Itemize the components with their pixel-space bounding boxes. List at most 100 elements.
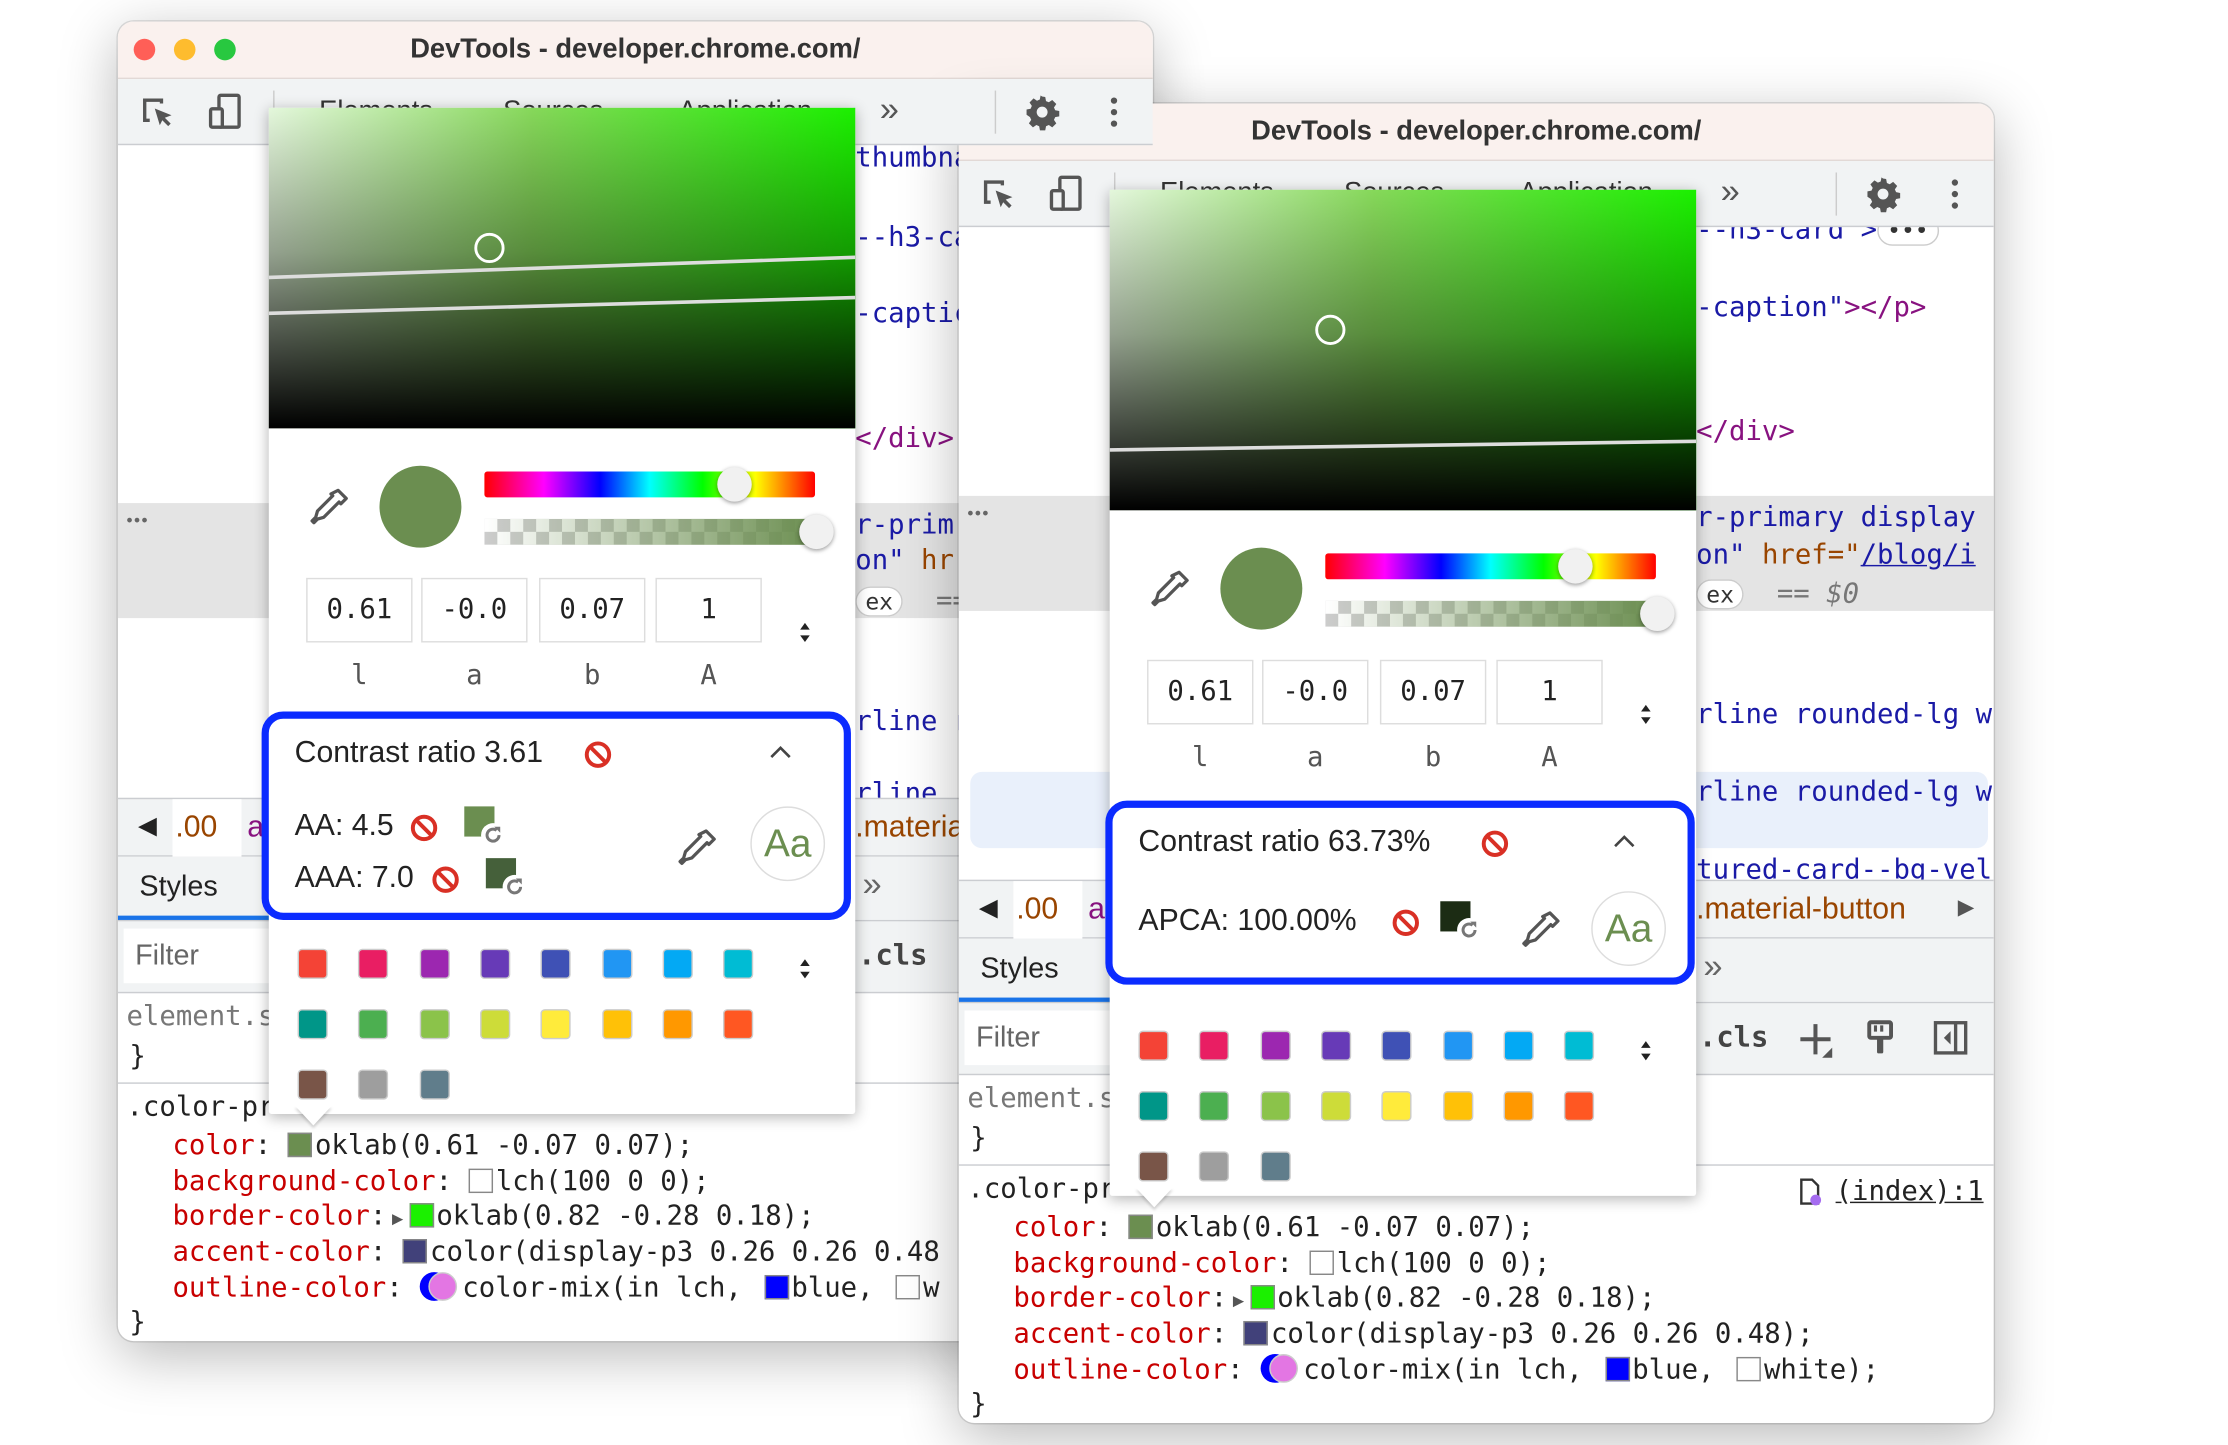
fix-contrast-button[interactable] (485, 858, 529, 901)
code-token-link[interactable]: /blog/i (1860, 539, 1976, 571)
color-swatch[interactable] (1128, 1214, 1153, 1240)
color-value-input-a[interactable]: -0.0 (1262, 659, 1369, 725)
dom-code-line[interactable]: ex == (855, 584, 969, 620)
palette-swatch[interactable] (358, 1009, 389, 1040)
color-swatch[interactable] (764, 1274, 789, 1300)
palette-swatch[interactable] (1442, 1030, 1473, 1061)
palette-swatch[interactable] (419, 1069, 450, 1100)
breadcrumb-scroll-right[interactable]: ▶ (1957, 895, 1975, 920)
color-swatch[interactable] (1736, 1356, 1762, 1382)
hue-slider[interactable] (1325, 549, 1656, 584)
palette-swatch[interactable] (601, 1009, 632, 1040)
palette-swatch[interactable] (1138, 1030, 1169, 1061)
breadcrumb-item[interactable]: a (247, 810, 265, 844)
palette-swatch[interactable] (723, 948, 754, 979)
dom-code-line[interactable]: ex == $0 (1696, 576, 1859, 612)
css-property-name[interactable]: border-color (1013, 1282, 1211, 1315)
tab-styles[interactable]: Styles (980, 953, 1059, 985)
css-property-name[interactable]: border-color (172, 1200, 370, 1233)
palette-swatch[interactable] (297, 1009, 328, 1040)
color-value-input-A[interactable]: 1 (655, 577, 762, 643)
palette-swatch[interactable] (1199, 1030, 1230, 1061)
color-swatch[interactable] (409, 1203, 434, 1229)
palette-swatch[interactable] (1138, 1091, 1169, 1122)
dom-code-line[interactable]: rline r (855, 704, 970, 738)
source-link[interactable]: (index):1 (1835, 1175, 1984, 1208)
palette-swatch[interactable] (1381, 1091, 1412, 1122)
color-gradient-area[interactable] (268, 107, 856, 429)
dom-code-line[interactable]: --h3-ca (855, 220, 970, 254)
breadcrumb-item-current[interactable]: .material-button (1696, 892, 1906, 926)
color-value-input-b[interactable]: 0.07 (539, 577, 646, 643)
color-swatch[interactable] (1243, 1321, 1269, 1346)
palette-swatch[interactable] (479, 948, 511, 979)
palette-swatch[interactable] (358, 1069, 389, 1100)
dom-code-line[interactable]: r-primary display (1696, 500, 1976, 534)
palette-swatch[interactable] (419, 948, 450, 979)
palette-swatch[interactable] (723, 1009, 754, 1040)
palette-swatch[interactable] (1503, 1030, 1534, 1061)
palette-swatch[interactable] (1442, 1091, 1473, 1122)
palette-swatch[interactable] (1381, 1030, 1412, 1061)
palette-swatch[interactable] (662, 1009, 693, 1040)
color-swatch[interactable] (1309, 1250, 1334, 1275)
expand-triangle-icon[interactable]: ▶ (1232, 1291, 1245, 1313)
breadcrumb-item[interactable]: .00 (1016, 892, 1059, 926)
palette-swatch[interactable] (1260, 1091, 1291, 1122)
breadcrumb-item[interactable]: a (1088, 892, 1105, 926)
palette-swatch[interactable] (1199, 1091, 1230, 1122)
dom-code-line[interactable]: on" href="/blog/i (1696, 538, 1976, 572)
color-swatch[interactable] (1249, 1285, 1275, 1311)
window-close-button[interactable] (133, 38, 156, 61)
palette-swatch[interactable] (1260, 1030, 1291, 1061)
palette-swatch[interactable] (297, 1069, 328, 1100)
color-selection-handle[interactable] (1315, 314, 1346, 345)
palette-swatch[interactable] (297, 948, 328, 979)
palette-swatch[interactable] (601, 948, 632, 979)
breadcrumb-scroll-left[interactable]: ◀ (137, 812, 157, 840)
dom-code-line[interactable]: r-prim (855, 507, 954, 541)
more-tabs-button[interactable]: » (1720, 172, 1740, 212)
more-panels-button[interactable]: » (862, 865, 882, 905)
css-property-name[interactable]: accent-color (172, 1236, 370, 1268)
color-swatch[interactable] (468, 1168, 493, 1193)
palette-swatch[interactable] (1564, 1091, 1595, 1122)
color-swatch[interactable] (895, 1274, 921, 1300)
dom-code-line[interactable]: </div> (855, 421, 954, 455)
palette-swatch[interactable] (1503, 1091, 1534, 1122)
color-swatch[interactable] (1604, 1356, 1630, 1382)
dom-code-line[interactable]: rline rounded-lg w (1696, 775, 1992, 809)
css-property-name[interactable]: color (172, 1129, 255, 1162)
hue-slider[interactable] (484, 467, 816, 502)
alpha-slider[interactable] (1325, 596, 1675, 632)
color-mix-swatch-icon[interactable] (419, 1271, 457, 1301)
code-token-pill[interactable]: ex (855, 586, 904, 617)
hue-slider-thumb[interactable] (716, 467, 752, 502)
dom-code-line[interactable]: thumbna (855, 141, 970, 175)
palette-swatch[interactable] (540, 948, 571, 979)
dom-code-line[interactable]: -captic (855, 296, 970, 330)
color-selection-handle[interactable] (474, 232, 505, 264)
palette-swatch[interactable] (1564, 1030, 1595, 1061)
code-token-pill[interactable]: ex (1696, 579, 1744, 610)
dom-code-line[interactable]: on" hr (855, 543, 954, 577)
palette-swatch[interactable] (1199, 1151, 1230, 1182)
color-value-input-l[interactable]: 0.61 (1147, 659, 1254, 725)
palette-swatch[interactable] (1320, 1030, 1352, 1061)
palette-swatch[interactable] (540, 1009, 571, 1040)
breadcrumb-item-current[interactable]: .materia (855, 810, 965, 844)
alpha-slider[interactable] (484, 514, 834, 550)
window-minimize-button[interactable] (173, 38, 196, 61)
palette-swatch[interactable] (419, 1009, 450, 1040)
color-value-input-l[interactable]: 0.61 (306, 577, 413, 643)
palette-swatch[interactable] (1138, 1151, 1169, 1182)
color-swatch[interactable] (287, 1132, 313, 1158)
tab-styles[interactable]: Styles (139, 871, 218, 903)
more-panels-button[interactable]: » (1703, 947, 1723, 987)
breadcrumb-scroll-left[interactable]: ◀ (978, 894, 998, 922)
color-value-input-b[interactable]: 0.07 (1379, 659, 1487, 725)
alpha-slider-thumb[interactable] (799, 514, 834, 550)
color-swatch[interactable] (402, 1239, 428, 1264)
css-property-name[interactable]: background-color (172, 1165, 436, 1197)
dom-code-line[interactable]: rline rounded-lg w (1696, 697, 1992, 731)
